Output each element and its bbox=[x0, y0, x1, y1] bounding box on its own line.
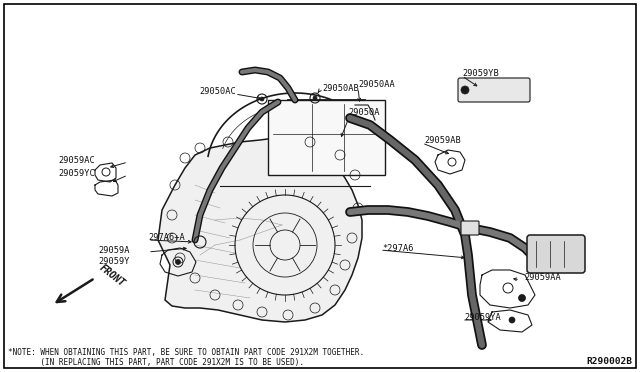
Text: 297A6+A: 297A6+A bbox=[148, 232, 185, 241]
Circle shape bbox=[313, 96, 317, 100]
Text: FRONT: FRONT bbox=[98, 263, 127, 289]
Circle shape bbox=[175, 260, 180, 264]
Text: *297A6: *297A6 bbox=[382, 244, 413, 253]
Circle shape bbox=[461, 86, 469, 94]
FancyBboxPatch shape bbox=[458, 78, 530, 102]
Text: 29059YC: 29059YC bbox=[58, 169, 95, 177]
FancyBboxPatch shape bbox=[527, 235, 585, 273]
Text: 29050AC: 29050AC bbox=[199, 87, 236, 96]
Text: 29059YA: 29059YA bbox=[464, 314, 500, 323]
Text: *NOTE: WHEN OBTAINING THIS PART, BE SURE TO OBTAIN PART CODE 291X2M TOGETHER.: *NOTE: WHEN OBTAINING THIS PART, BE SURE… bbox=[8, 347, 364, 356]
Text: 29050AB: 29050AB bbox=[322, 83, 359, 93]
Text: 29059AA: 29059AA bbox=[524, 273, 561, 282]
Circle shape bbox=[260, 97, 264, 101]
Text: 29050A: 29050A bbox=[348, 108, 380, 116]
Text: 29059AB: 29059AB bbox=[424, 135, 461, 144]
Text: (IN REPLACING THIS PART, PART CODE 291X2M IS TO BE USED).: (IN REPLACING THIS PART, PART CODE 291X2… bbox=[8, 357, 304, 366]
Polygon shape bbox=[158, 138, 362, 322]
FancyBboxPatch shape bbox=[461, 221, 479, 235]
Circle shape bbox=[509, 317, 515, 323]
Text: 29050AA: 29050AA bbox=[358, 80, 395, 89]
Bar bbox=[268, 100, 385, 175]
Circle shape bbox=[518, 295, 525, 301]
Text: R290002B: R290002B bbox=[586, 357, 632, 366]
Text: 29059AC: 29059AC bbox=[58, 155, 95, 164]
Text: 29059Y: 29059Y bbox=[98, 257, 129, 266]
Circle shape bbox=[198, 240, 202, 244]
Text: 29059A: 29059A bbox=[98, 246, 129, 254]
Text: 29059YB: 29059YB bbox=[462, 68, 499, 77]
